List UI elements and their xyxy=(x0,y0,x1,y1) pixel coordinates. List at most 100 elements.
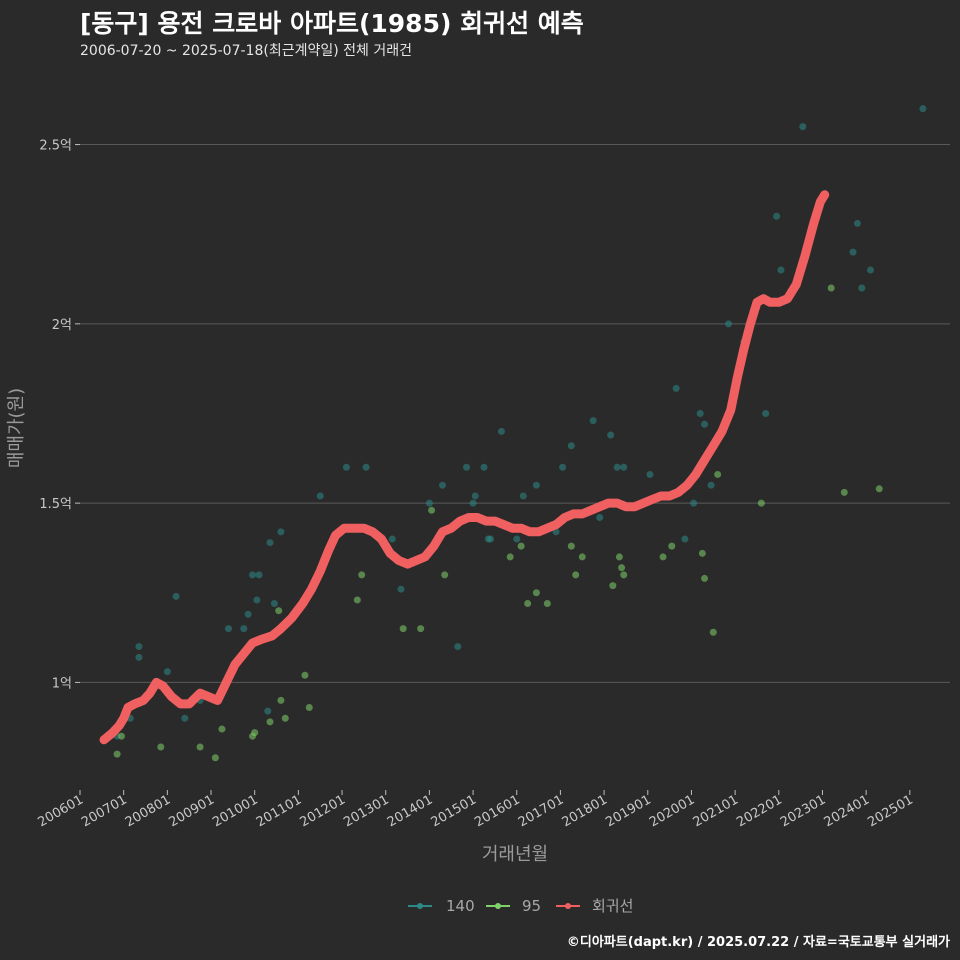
point-95 xyxy=(358,571,366,579)
point-140 xyxy=(762,409,770,417)
point-140 xyxy=(135,643,143,651)
chart-subtitle: 2006-07-20 ~ 2025-07-18(최근계약일) 전체 거래건 xyxy=(80,43,412,59)
point-95 xyxy=(251,729,259,737)
point-140 xyxy=(266,539,274,547)
x-tick-label: 200601 xyxy=(36,792,86,830)
x-tick-label: 201701 xyxy=(516,792,566,830)
point-95 xyxy=(441,571,449,579)
legend-label-95: 95 xyxy=(522,897,541,915)
point-95 xyxy=(266,718,274,726)
point-140 xyxy=(471,492,479,500)
point-140 xyxy=(596,513,604,521)
point-95 xyxy=(827,284,835,292)
x-tick-label: 201301 xyxy=(341,792,391,830)
regression-line-group xyxy=(99,190,830,745)
point-140 xyxy=(681,535,689,543)
point-95 xyxy=(709,628,717,636)
point-95 xyxy=(532,589,540,597)
point-95 xyxy=(506,553,514,561)
x-tick-label: 201001 xyxy=(210,792,260,830)
point-95 xyxy=(609,582,617,590)
point-95 xyxy=(757,499,765,507)
x-tick-label: 200801 xyxy=(123,792,173,830)
point-140 xyxy=(463,463,471,471)
point-140 xyxy=(497,427,505,435)
point-95 xyxy=(353,596,361,604)
regression-line xyxy=(99,190,830,745)
x-tick-label: 202501 xyxy=(865,792,915,830)
point-140 xyxy=(701,420,709,428)
point-140 xyxy=(469,499,477,507)
x-tick-label: 201901 xyxy=(603,792,653,830)
point-140 xyxy=(646,470,654,478)
point-140 xyxy=(620,463,628,471)
x-tick-label: 201801 xyxy=(560,792,610,830)
point-140 xyxy=(672,384,680,392)
point-140 xyxy=(777,266,785,274)
x-tick-label: 201201 xyxy=(298,792,348,830)
x-tick-label: 201501 xyxy=(429,792,479,830)
point-140 xyxy=(244,610,252,618)
point-95 xyxy=(698,549,706,557)
point-95 xyxy=(659,553,667,561)
point-140 xyxy=(799,123,807,131)
x-tick-label: 202201 xyxy=(734,792,784,830)
point-140 xyxy=(919,105,927,113)
point-140 xyxy=(613,463,621,471)
x-tick-label: 201401 xyxy=(385,792,435,830)
x-tick-label: 201101 xyxy=(254,792,304,830)
point-95 xyxy=(567,542,575,550)
y-tick-label: 2.5억 xyxy=(39,139,72,154)
legend-item-regression: 회귀선 xyxy=(556,897,633,915)
point-140 xyxy=(181,714,189,722)
point-140 xyxy=(439,481,446,489)
point-140 xyxy=(867,266,875,274)
point-140 xyxy=(513,535,521,543)
point-140 xyxy=(163,668,171,676)
source-credit: ©디아파트(dapt.kr) / 2025.07.22 / 자료=국토교통부 실… xyxy=(566,935,950,950)
point-95 xyxy=(840,488,848,496)
point-95 xyxy=(572,571,580,579)
point-95 xyxy=(277,696,285,704)
point-95 xyxy=(399,625,407,633)
point-95 xyxy=(543,600,551,608)
legend-item-140: 140 xyxy=(408,897,475,915)
x-tick-label: 200901 xyxy=(167,792,217,830)
point-95 xyxy=(875,485,883,493)
point-140 xyxy=(277,528,285,536)
x-tick-label: 202101 xyxy=(691,792,741,830)
point-140 xyxy=(589,417,597,425)
y-axis-label: 매매가(원) xyxy=(6,388,27,468)
point-95 xyxy=(701,574,709,582)
point-140 xyxy=(519,492,527,500)
point-140 xyxy=(532,481,540,489)
point-140 xyxy=(487,535,495,543)
point-95 xyxy=(305,704,313,712)
point-140 xyxy=(567,442,575,450)
point-140 xyxy=(480,463,488,471)
point-95 xyxy=(714,470,722,478)
point-95 xyxy=(275,607,283,615)
point-95 xyxy=(524,600,532,608)
point-140 xyxy=(725,320,733,328)
grid-lines xyxy=(80,144,950,683)
x-axis-label: 거래년월 xyxy=(482,844,548,865)
point-140 xyxy=(773,212,781,220)
point-140 xyxy=(607,431,615,439)
point-95 xyxy=(117,732,125,740)
point-140 xyxy=(707,481,715,489)
point-95 xyxy=(157,743,165,751)
x-tick-label: 201601 xyxy=(472,792,522,830)
point-140 xyxy=(316,492,324,500)
point-95 xyxy=(218,725,226,733)
point-95 xyxy=(417,625,425,633)
legend-label-140: 140 xyxy=(446,897,475,915)
point-140 xyxy=(425,499,433,507)
point-140 xyxy=(362,463,370,471)
point-140 xyxy=(388,535,396,543)
chart-title: [동구] 용전 크로바 아파트(1985) 회귀선 예측 xyxy=(80,9,584,38)
x-tick-label: 202001 xyxy=(647,792,697,830)
point-140 xyxy=(224,625,232,633)
legend-item-95: 95 xyxy=(486,897,541,915)
